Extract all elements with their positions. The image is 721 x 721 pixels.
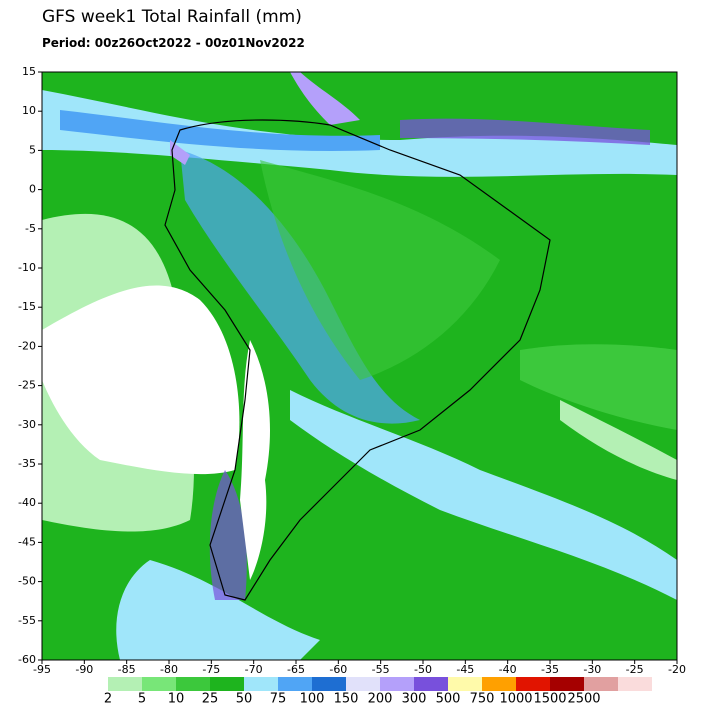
x-tick-label: -85 (118, 663, 136, 676)
y-tick-label: -10 (18, 261, 36, 274)
legend-label: 75 (270, 692, 287, 707)
legend-swatch (108, 677, 142, 691)
y-tick-label: -40 (18, 496, 36, 509)
y-tick-label: -25 (18, 379, 36, 392)
legend-label: 5 (138, 692, 146, 707)
legend-swatch (516, 677, 550, 691)
legend-label: 100 (300, 692, 325, 707)
x-tick-label: -30 (583, 663, 601, 676)
legend-label: 2500 (567, 692, 600, 707)
legend-label: 200 (368, 692, 393, 707)
x-tick-label: -95 (33, 663, 51, 676)
x-tick-label: -75 (202, 663, 220, 676)
y-tick-label: -60 (18, 653, 36, 666)
legend-swatch (584, 677, 618, 691)
x-tick-label: -40 (499, 663, 517, 676)
y-tick-label: -5 (25, 222, 36, 235)
legend-swatch (550, 677, 584, 691)
legend-swatch (380, 677, 414, 691)
legend-label: 50 (236, 692, 253, 707)
legend-swatch (278, 677, 312, 691)
y-tick-label: 0 (29, 183, 36, 196)
x-tick-label: -65 (287, 663, 305, 676)
legend-label: 10 (168, 692, 185, 707)
y-tick-label: -15 (18, 300, 36, 313)
title: GFS week1 Total Rainfall (mm) (42, 7, 302, 27)
rainfall-field (42, 72, 677, 660)
legend-label: 300 (402, 692, 427, 707)
y-tick-label: -45 (18, 535, 36, 548)
legend-swatch (312, 677, 346, 691)
legend-swatch (414, 677, 448, 691)
legend-swatch (482, 677, 516, 691)
legend-swatch (210, 677, 244, 691)
legend-label: 750 (470, 692, 495, 707)
legend-label: 2 (104, 692, 112, 707)
x-tick-label: -20 (668, 663, 686, 676)
y-tick-label: -50 (18, 575, 36, 588)
x-tick-label: -50 (414, 663, 432, 676)
x-tick-label: -90 (75, 663, 93, 676)
plot-frame (41, 71, 678, 661)
legend-label: 1500 (533, 692, 566, 707)
legend-label: 1000 (499, 692, 532, 707)
y-tick-label: 15 (22, 65, 36, 78)
period: Period: 00z26Oct2022 - 00z01Nov2022 (42, 36, 305, 50)
legend-swatch (618, 677, 652, 691)
x-tick-label: -80 (160, 663, 178, 676)
x-tick-label: -60 (329, 663, 347, 676)
legend-label: 25 (202, 692, 219, 707)
y-tick-label: -20 (18, 339, 36, 352)
legend-swatch (244, 677, 278, 691)
x-tick-label: -35 (541, 663, 559, 676)
legend-swatch (142, 677, 176, 691)
legend-label: 500 (436, 692, 461, 707)
legend-swatch (346, 677, 380, 691)
y-tick-label: 5 (29, 143, 36, 156)
x-tick-label: -25 (626, 663, 644, 676)
y-tick-label: 10 (22, 104, 36, 117)
y-tick-label: -55 (18, 614, 36, 627)
y-tick-label: -35 (18, 457, 36, 470)
x-tick-label: -70 (245, 663, 263, 676)
legend-label: 150 (334, 692, 359, 707)
legend-swatch (176, 677, 210, 691)
x-tick-label: -45 (456, 663, 474, 676)
y-tick-label: -30 (18, 418, 36, 431)
legend-swatch (448, 677, 482, 691)
x-tick-label: -55 (372, 663, 390, 676)
